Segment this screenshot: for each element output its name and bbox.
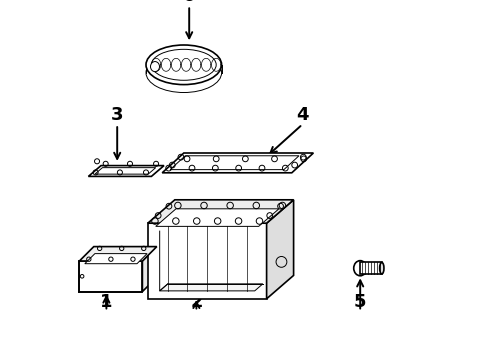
Polygon shape	[79, 261, 143, 292]
Text: 3: 3	[111, 106, 123, 124]
Polygon shape	[160, 284, 263, 291]
Polygon shape	[88, 166, 164, 176]
Text: 2: 2	[190, 293, 203, 311]
Ellipse shape	[151, 49, 216, 80]
Text: 1: 1	[100, 293, 113, 311]
Polygon shape	[79, 247, 157, 261]
Ellipse shape	[380, 262, 384, 274]
Ellipse shape	[146, 53, 221, 93]
Ellipse shape	[150, 62, 160, 72]
Polygon shape	[95, 168, 156, 174]
Polygon shape	[162, 153, 314, 173]
Text: 5: 5	[354, 293, 367, 311]
Ellipse shape	[354, 261, 367, 276]
Polygon shape	[143, 247, 157, 292]
Polygon shape	[148, 200, 294, 223]
Text: 6: 6	[183, 0, 196, 5]
Polygon shape	[85, 253, 147, 264]
Ellipse shape	[146, 45, 221, 85]
Text: 4: 4	[296, 106, 309, 124]
Polygon shape	[156, 209, 279, 226]
Bar	[360, 262, 382, 274]
Polygon shape	[148, 223, 267, 299]
Polygon shape	[267, 200, 294, 299]
Polygon shape	[170, 156, 299, 170]
